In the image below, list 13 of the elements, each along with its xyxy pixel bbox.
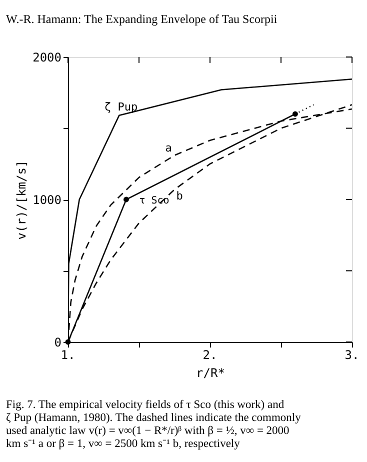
x-tick-label: 1. (60, 348, 76, 362)
chart-title: W.-R. Hamann: The Expanding Envelope of Tau Scorpii (6, 12, 278, 26)
y-tick-label: 1000 (32, 193, 62, 207)
series-label: ζ Pup (104, 100, 138, 114)
x-tick-label: 2. (202, 348, 218, 362)
x-tick-label: 3. (344, 348, 360, 362)
x-axis-title: r/R* (196, 366, 225, 380)
y-axis-title: v(r)/[km/s] (14, 160, 29, 240)
y-tick-label: 2000 (32, 50, 62, 64)
caption: Fig. 7. The empirical velocity fields of τ Sco (this work) and ζ Pup (Hamann, 1980). The dashed lines indicate the commonly used analytic law v(r) = v∞(1 − R*/r)ᵝ with β = ½, v∞ = 2000 km s⁻¹ a or β = 1, v∞ = 2500 km s⁻¹ b, respectively (6, 399, 302, 450)
series-label: a (165, 141, 172, 154)
series-label: b (176, 190, 183, 203)
y-tick-label: 0 (54, 336, 62, 350)
